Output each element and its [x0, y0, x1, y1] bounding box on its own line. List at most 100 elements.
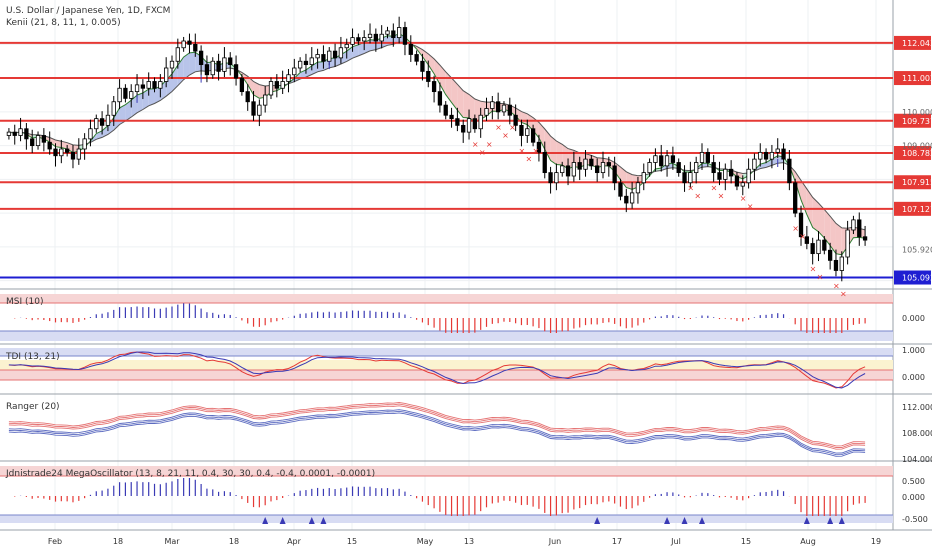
sell-x-marker: ×: [502, 131, 509, 140]
candle-body: [670, 155, 676, 163]
candle-body: [233, 64, 239, 79]
tdi-upper-band: [0, 348, 893, 356]
price-axis-label: 109.000: [902, 142, 932, 151]
kenii-cloud-segment: [61, 141, 68, 150]
candle-body: [268, 81, 274, 96]
mega-signal-triangle: [838, 517, 845, 524]
candle-body: [676, 162, 681, 174]
candle-body: [804, 236, 809, 244]
candle-body: [478, 114, 483, 130]
candle-body: [635, 182, 641, 194]
sell-x-marker: ×: [472, 140, 479, 149]
ranger-lower-line: [8, 409, 866, 454]
candle-body: [629, 192, 635, 204]
sell-x-marker: ×: [532, 147, 539, 156]
candle-body: [728, 168, 734, 177]
candle-body: [612, 165, 617, 184]
kenii-cloud-segment: [189, 52, 196, 76]
kenii-cloud-segment: [550, 136, 557, 165]
candle-body: [525, 128, 530, 136]
price-level-label: 111.002: [902, 74, 932, 83]
x-axis-tick-label: 17: [612, 537, 622, 546]
candle-body: [59, 148, 64, 157]
candle-body: [705, 151, 710, 163]
x-axis-tick-label: Jun: [548, 537, 562, 546]
candle-body: [53, 148, 58, 157]
candle-body: [332, 50, 338, 59]
candle-body: [280, 81, 285, 89]
candle-body: [292, 67, 297, 76]
mega-axis-label-mid: 0.000: [902, 493, 925, 502]
candle-body: [827, 249, 833, 261]
candle-body: [309, 57, 314, 66]
candle-body: [496, 101, 501, 113]
candle-body: [793, 182, 798, 214]
candle-body: [548, 172, 553, 184]
kenii-cloud-segment: [119, 104, 126, 125]
kenii-cloud-segment: [445, 71, 452, 103]
candles: [6, 16, 868, 282]
candle-body: [402, 27, 408, 45]
candle-body: [321, 54, 326, 62]
candle-body: [519, 124, 524, 136]
pane-backgrounds: [0, 294, 893, 523]
candle-body: [297, 60, 303, 69]
mega-signal-triangle: [803, 517, 810, 524]
candle-body: [175, 47, 180, 62]
candle-body: [857, 219, 862, 238]
kenii-cloud-segment: [113, 107, 120, 131]
candle-body: [472, 118, 478, 130]
kenii-cloud-segment: [305, 65, 312, 78]
candle-body: [740, 182, 745, 187]
candle-body: [595, 165, 600, 174]
x-axis-tick-label: 15: [741, 537, 751, 546]
sell-x-marker: ×: [694, 192, 701, 201]
candle-body: [65, 148, 70, 153]
candle-body: [129, 91, 134, 99]
price-level-tag: [894, 71, 931, 86]
candle-body: [257, 104, 262, 116]
kenii-cloud-segment: [137, 92, 143, 113]
x-axis-tick-label: 18: [229, 537, 239, 546]
candle-body: [816, 239, 821, 255]
mega-axis-label-high: 0.500: [902, 477, 925, 486]
candle-body: [6, 131, 12, 136]
candle-body: [327, 50, 332, 62]
price-level-label: 112.043: [902, 39, 932, 48]
x-axis-tick-label: 18: [113, 537, 123, 546]
candle-body: [18, 128, 23, 136]
signals: ××××××××××××× ××××××××: [136, 61, 847, 299]
candle-body: [694, 162, 699, 174]
candle-body: [461, 124, 466, 133]
mega-signal-triangle: [827, 517, 834, 524]
candle-body: [583, 158, 588, 170]
kenii-cloud-segment: [102, 125, 108, 138]
kenii-cloud-segment: [812, 197, 819, 232]
candle-body: [641, 172, 646, 184]
candle-body: [356, 37, 361, 42]
candle-body: [769, 151, 775, 160]
sell-x-marker: ×: [810, 265, 817, 274]
kenii-cloud-segment: [142, 89, 149, 110]
candle-body: [111, 101, 116, 116]
ranger-upper-line: [8, 402, 866, 447]
candle-body: [501, 104, 507, 113]
candle-body: [664, 155, 670, 167]
candle-body: [862, 236, 868, 241]
price-level-label: 108.782: [902, 149, 932, 158]
kenii-cloud-segment: [358, 42, 365, 56]
sell-x-marker: ×: [747, 202, 754, 211]
kenii-cloud-segment: [253, 81, 260, 99]
price-level-tag: [894, 201, 931, 216]
candle-body: [94, 118, 99, 130]
kenii-cloud-segment: [463, 90, 470, 118]
candle-body: [123, 87, 128, 99]
chart-title: U.S. Dollar / Japanese Yen, 1D, FXCM: [6, 6, 170, 16]
mega-signal-triangle: [594, 517, 601, 524]
candle-body: [379, 33, 384, 42]
candle-body: [134, 84, 140, 93]
kenii-cloud-segment: [538, 122, 545, 150]
kenii-cloud-segment: [835, 223, 842, 255]
price-level-tag: [894, 175, 931, 190]
